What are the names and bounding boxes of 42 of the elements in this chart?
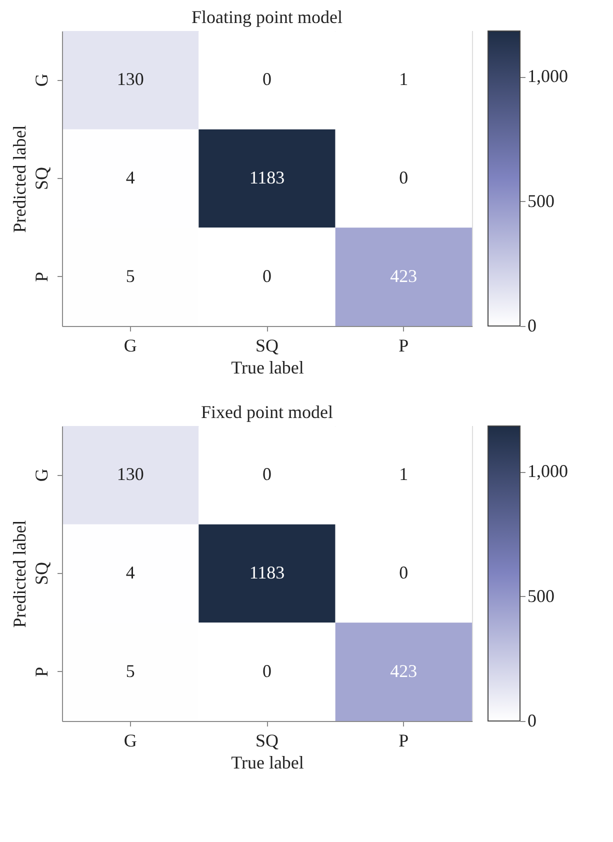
y-axis-title: Predicted label: [10, 125, 30, 233]
x-tick-label: P: [398, 730, 409, 750]
data-label: 423: [390, 266, 418, 286]
data-label: 130: [116, 464, 144, 484]
y-axis-title: Predicted label: [10, 520, 30, 628]
color-bar-label: 1,000: [528, 66, 568, 86]
data-label: 0: [399, 562, 408, 582]
color-bar-label: 500: [528, 190, 554, 211]
data-label: 5: [126, 660, 135, 681]
data-label: 0: [399, 168, 408, 188]
color-bar-label: 500: [528, 586, 554, 606]
data-label: 0: [262, 69, 272, 90]
y-tick-label: G: [32, 468, 52, 482]
y-tick-label: P: [32, 666, 52, 677]
data-label: 4: [126, 562, 135, 582]
x-tick-label: SQ: [255, 730, 279, 750]
color-bar-label: 1,000: [528, 461, 568, 482]
x-axis-title: True label: [231, 358, 304, 378]
data-label: 1: [399, 69, 408, 90]
y-tick-label: SQ: [32, 562, 52, 586]
color-bar-label: 0: [528, 710, 536, 730]
data-label: 0: [262, 464, 272, 484]
data-label: 4: [126, 168, 135, 188]
data-label: 0: [262, 660, 272, 681]
chart-title: Fixed point model: [201, 402, 333, 422]
y-tick-label: G: [32, 74, 52, 87]
data-label: 0: [262, 266, 272, 286]
y-tick-label: SQ: [32, 166, 52, 190]
x-tick-label: G: [124, 336, 137, 356]
x-tick-label: P: [398, 336, 409, 356]
y-tick-label: P: [32, 272, 52, 282]
chart-title: Floating point model: [192, 7, 342, 27]
data-label: 423: [390, 660, 418, 681]
data-label: 1183: [249, 168, 285, 188]
data-label: 1: [399, 464, 408, 484]
x-tick-label: G: [124, 730, 137, 750]
color-bar-label: 0: [528, 316, 536, 336]
data-label: 5: [126, 266, 135, 286]
data-label: 1183: [249, 562, 285, 582]
x-axis-title: True label: [231, 752, 304, 772]
x-tick-label: SQ: [255, 336, 279, 356]
data-label: 130: [116, 69, 144, 90]
